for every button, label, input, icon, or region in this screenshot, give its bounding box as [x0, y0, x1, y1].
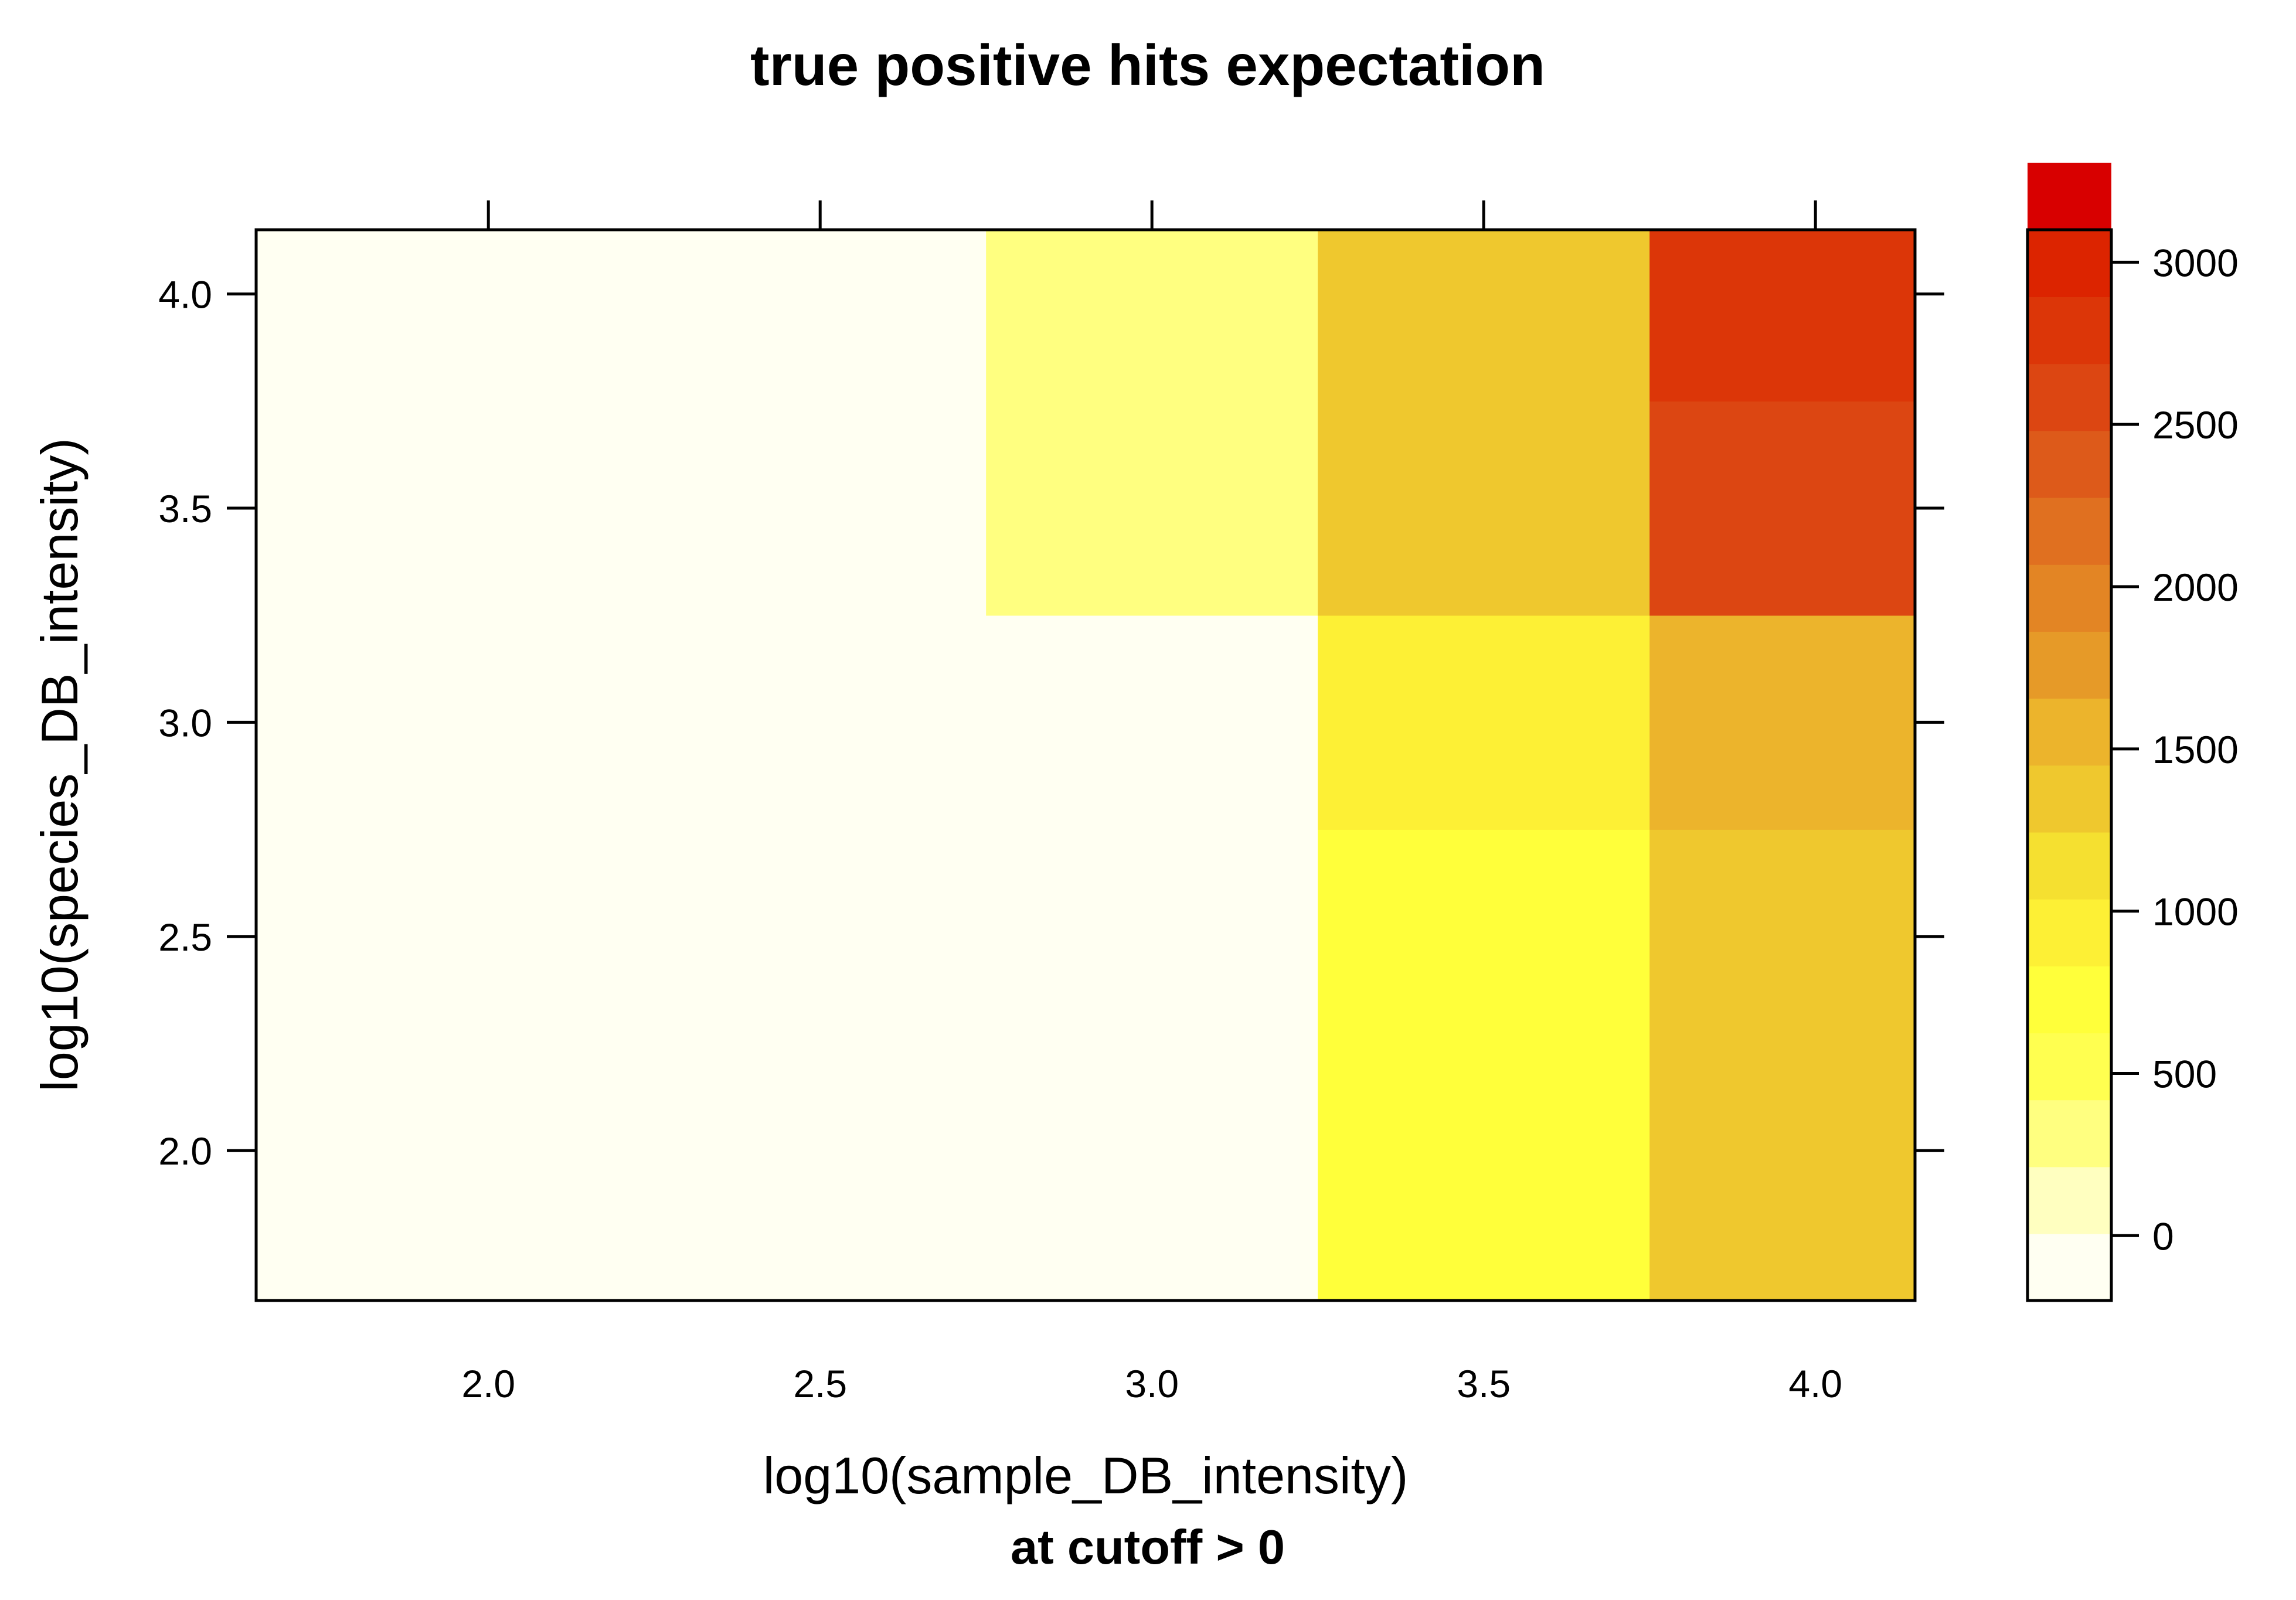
heatmap-cell — [1318, 615, 1650, 830]
heatmap-cell — [654, 401, 987, 616]
heatmap-cell — [654, 230, 987, 402]
y-tick-label: 2.5 — [158, 915, 212, 959]
heatmap-cell — [654, 1043, 987, 1301]
y-tick-label: 2.0 — [158, 1129, 212, 1173]
x-tick-label: 4.0 — [1788, 1362, 1842, 1405]
colorbar-tick-label: 0 — [2152, 1214, 2174, 1258]
heatmap-cell — [986, 829, 1318, 1044]
heatmap-cell — [1649, 615, 1916, 830]
colorbar — [2028, 162, 2111, 1301]
heatmap-cell — [986, 615, 1318, 830]
x-tick-label: 2.5 — [793, 1362, 847, 1405]
y-tick-label: 3.0 — [158, 701, 212, 744]
x-tick-label: 3.5 — [1457, 1362, 1511, 1405]
heatmap-cell — [986, 1043, 1318, 1301]
colorbar-bin — [2028, 230, 2111, 297]
colorbar-bin — [2028, 1033, 2111, 1101]
heatmap-cell — [986, 230, 1318, 402]
heatmap-cell — [1318, 1043, 1650, 1301]
colorbar-bin — [2028, 363, 2111, 431]
heatmap-cell — [986, 401, 1318, 616]
plot-frame — [254, 228, 1917, 1302]
colorbar-bin — [2028, 832, 2111, 900]
colorbar-frame — [2026, 228, 2113, 1302]
heatmap-cell — [1318, 401, 1650, 616]
x-tick-label: 3.0 — [1125, 1362, 1179, 1405]
heatmap-cell — [1649, 401, 1916, 616]
colorbar-tick-label: 2000 — [2152, 566, 2239, 609]
y-tick-label: 4.0 — [158, 273, 212, 316]
heatmap-cell — [256, 615, 655, 830]
chart-title: true positive hits expectation — [750, 33, 1545, 97]
heatmap-cell — [654, 829, 987, 1044]
colorbar-tick-label: 1000 — [2152, 890, 2239, 934]
colorbar-axis: 0 500 1000 1500 2000 2500 3000 — [2111, 241, 2239, 1258]
heatmap-cell — [1649, 829, 1916, 1044]
colorbar-tick-label: 3000 — [2152, 241, 2239, 284]
x-axis-title: log10(sample_DB_intensity) — [763, 1446, 1409, 1504]
heatmap-cells — [256, 230, 1916, 1301]
colorbar-bin — [2028, 698, 2111, 766]
colorbar-tick-label: 2500 — [2152, 403, 2239, 447]
heatmap-cell — [1649, 1043, 1916, 1301]
heatmap-cell — [256, 230, 655, 402]
y-axis: 2.0 2.5 3.0 3.5 4.0 — [158, 273, 1944, 1173]
colorbar-bin — [2028, 1099, 2111, 1167]
heatmap-cell — [1318, 230, 1650, 402]
colorbar-tick-label: 1500 — [2152, 728, 2239, 771]
heatmap-cell — [1649, 230, 1916, 402]
colorbar-bin — [2028, 631, 2111, 699]
colorbar-bin — [2028, 564, 2111, 632]
heatmap-cell — [256, 401, 655, 616]
x-axis: 2.0 2.5 3.0 3.5 4.0 — [461, 200, 1842, 1405]
heatmap-cell — [256, 1043, 655, 1301]
colorbar-bin — [2028, 1166, 2111, 1234]
heatmap-cell — [654, 615, 987, 830]
colorbar-bin — [2028, 162, 2111, 230]
heatmap-cell — [1318, 829, 1650, 1044]
heatmap-cell — [256, 829, 655, 1044]
colorbar-bin — [2028, 430, 2111, 498]
colorbar-bin — [2028, 1233, 2111, 1301]
y-tick-label: 3.5 — [158, 487, 212, 530]
colorbar-bin — [2028, 497, 2111, 565]
chart-subtitle: at cutoff > 0 — [1011, 1520, 1285, 1574]
colorbar-bin — [2028, 297, 2111, 365]
y-axis-title: log10(species_DB_intensity) — [30, 438, 89, 1091]
colorbar-bin — [2028, 966, 2111, 1034]
colorbar-bin — [2028, 898, 2111, 966]
colorbar-tick-label: 500 — [2152, 1052, 2217, 1095]
x-tick-label: 2.0 — [461, 1362, 515, 1405]
colorbar-bin — [2028, 765, 2111, 833]
